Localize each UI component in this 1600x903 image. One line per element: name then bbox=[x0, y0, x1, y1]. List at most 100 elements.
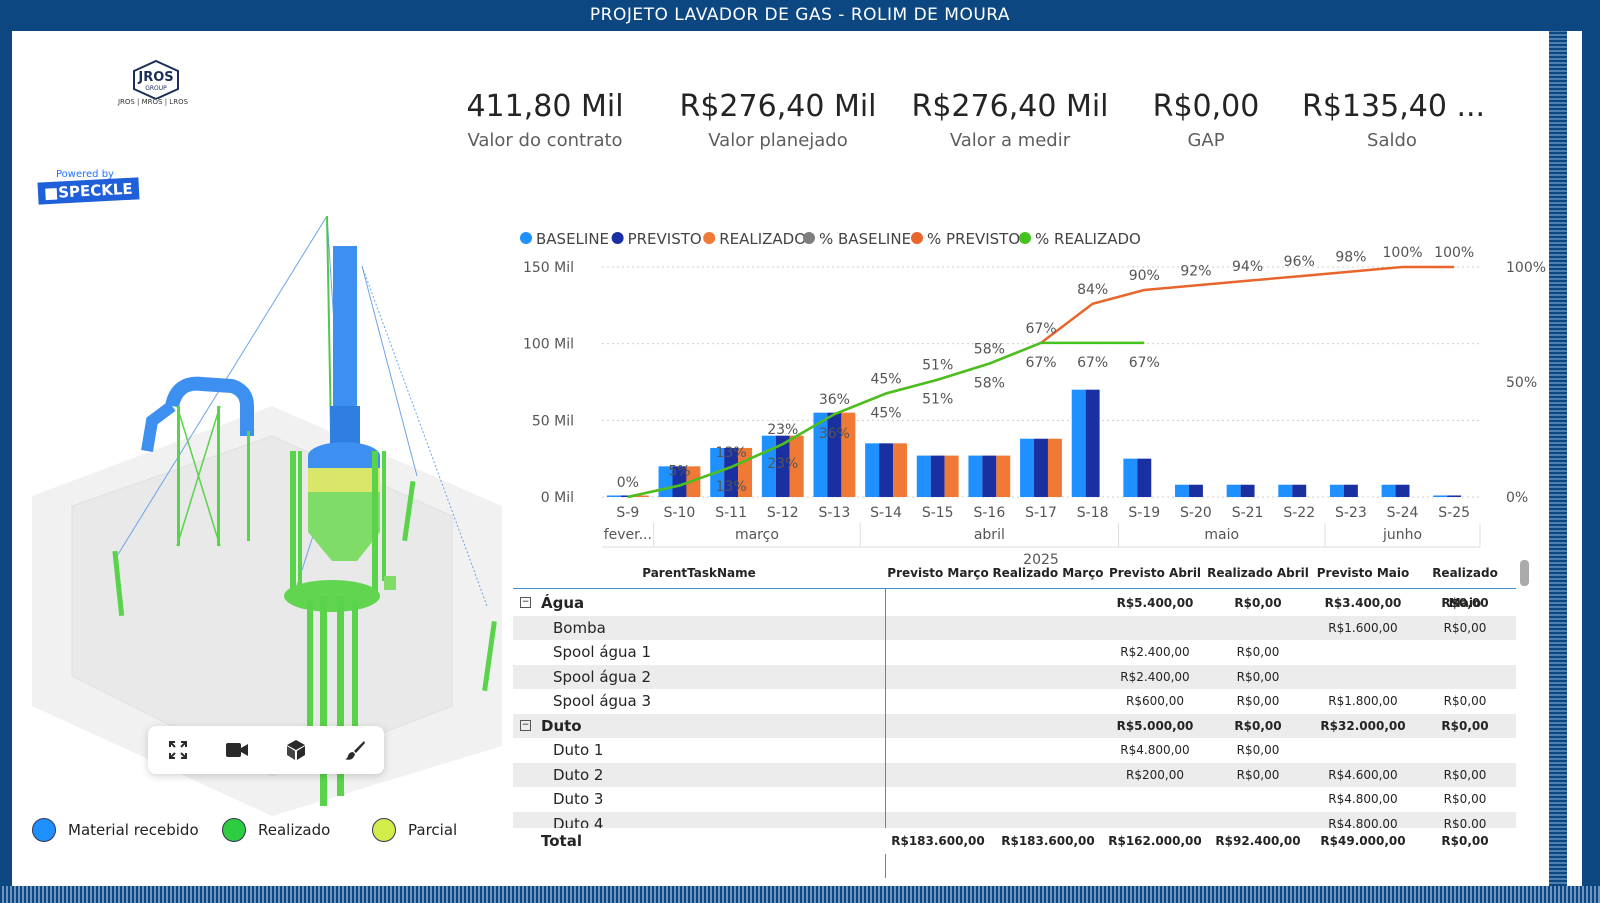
table-row[interactable]: Spool água 3 R$600,00 R$0,00 R$1.800,00 R$0,… bbox=[513, 689, 1516, 713]
model-viewer-3d[interactable] bbox=[32, 206, 512, 816]
table-scrollbar[interactable] bbox=[1520, 560, 1529, 586]
brush-icon[interactable] bbox=[341, 736, 369, 764]
bar bbox=[1343, 484, 1358, 497]
row-label: Duto 1 bbox=[553, 741, 604, 759]
column-header[interactable]: Previsto Março bbox=[887, 566, 989, 580]
bar bbox=[893, 443, 907, 497]
bar bbox=[1020, 438, 1035, 497]
month-label: fever... bbox=[604, 527, 652, 543]
kpi-valor-contrato[interactable]: 411,80 Mil Valor do contrato bbox=[460, 89, 630, 151]
camera-icon[interactable] bbox=[223, 736, 251, 764]
x-tick-label: S-15 bbox=[922, 505, 954, 521]
kpi-valor-planejado[interactable]: R$276,40 Mil Valor planejado bbox=[678, 89, 878, 151]
month-label: maio bbox=[1204, 527, 1239, 543]
data-label: 5% bbox=[668, 464, 690, 480]
column-header[interactable]: Previsto Abril bbox=[1108, 566, 1202, 580]
table-cell: R$4.600,00 bbox=[1328, 767, 1398, 782]
data-label: 67% bbox=[1077, 355, 1108, 371]
bar bbox=[930, 455, 945, 497]
data-label: 100% bbox=[1383, 245, 1423, 261]
bar bbox=[968, 455, 983, 497]
table-row[interactable]: Bomba R$1.600,00 R$0,00 bbox=[513, 615, 1516, 640]
table-cell: R$0,00 bbox=[1236, 694, 1280, 708]
bar bbox=[789, 435, 804, 497]
table-cell: R$0,00 bbox=[1443, 816, 1487, 831]
x-tick-label: S-16 bbox=[973, 505, 1005, 521]
column-header[interactable]: Realizado Abril bbox=[1207, 566, 1309, 580]
kpi-label: Valor planejado bbox=[708, 130, 848, 151]
speckle-badge[interactable]: Powered by ■SPECKLE bbox=[37, 169, 140, 205]
data-label: 13% bbox=[716, 479, 747, 495]
total-cell: R$183.600,00 bbox=[891, 834, 985, 848]
collapse-icon[interactable]: − bbox=[520, 597, 531, 608]
table-group-row[interactable]: − Água R$5.400,00 R$0,00 R$3.400,00 R$0,00 bbox=[513, 591, 1516, 615]
table-cell: R$0,00 bbox=[1443, 767, 1487, 782]
legend-dot-icon bbox=[520, 232, 532, 244]
total-cell: R$0,00 bbox=[1441, 834, 1489, 848]
row-label: Bomba bbox=[553, 618, 606, 637]
kpi-gap[interactable]: R$0,00 GAP bbox=[1146, 89, 1266, 151]
table-cell: R$200,00 bbox=[1126, 767, 1184, 782]
bar bbox=[1226, 484, 1241, 497]
legend-dot-icon bbox=[911, 232, 923, 244]
chart-svg[interactable]: BASELINE PREVISTO REALIZADO % BASELINE % PRE… bbox=[490, 189, 1550, 579]
y2-tick-label: 0% bbox=[1506, 490, 1528, 506]
bar bbox=[606, 495, 621, 497]
table-group-row[interactable]: − Duto R$5.000,00 R$0,00 R$32.000,00 R$0,00 bbox=[513, 713, 1516, 738]
x-tick-label: S-12 bbox=[767, 505, 799, 521]
combo-chart[interactable]: BASELINE PREVISTO REALIZADO % BASELINE % PRE… bbox=[490, 189, 1550, 579]
company-logo: JROS GROUP bbox=[116, 59, 196, 111]
column-header[interactable]: Realizado Maio bbox=[1432, 566, 1498, 610]
data-label: 98% bbox=[1335, 250, 1366, 266]
total-cell: R$162.000,00 bbox=[1108, 834, 1202, 848]
column-header[interactable]: Realizado Março bbox=[992, 566, 1104, 580]
x-tick-label: S-23 bbox=[1335, 505, 1367, 521]
cube-icon[interactable] bbox=[282, 736, 310, 764]
table-cell: R$0,00 bbox=[1236, 743, 1280, 757]
bar bbox=[841, 412, 856, 497]
data-label: 23% bbox=[767, 422, 798, 438]
row-label: Spool água 3 bbox=[553, 692, 652, 710]
page-title: PROJETO LAVADOR DE GAS - ROLIM DE MOURA bbox=[589, 5, 1011, 25]
data-label: 67% bbox=[1025, 321, 1056, 337]
expand-icon[interactable] bbox=[164, 736, 192, 764]
data-label: 92% bbox=[1180, 263, 1211, 279]
kpi-saldo[interactable]: R$135,40 ... Saldo bbox=[1302, 89, 1485, 151]
x-tick-label: S-13 bbox=[819, 505, 851, 521]
svg-text:JROS: JROS bbox=[137, 70, 173, 85]
bar bbox=[1447, 495, 1462, 497]
bar bbox=[1175, 484, 1189, 497]
column-header[interactable]: ParentTaskName bbox=[642, 566, 756, 580]
collapse-icon[interactable]: − bbox=[520, 719, 531, 731]
table-cell: R$32.000,00 bbox=[1320, 718, 1406, 733]
table-row[interactable]: Duto 3 R$4.800,00 R$0,00 bbox=[513, 787, 1516, 811]
table-cell: R$0,00 bbox=[1236, 645, 1280, 659]
data-label: 51% bbox=[922, 392, 953, 408]
bar bbox=[1278, 484, 1293, 497]
data-label: 13% bbox=[716, 445, 747, 461]
data-label: 84% bbox=[1077, 282, 1108, 298]
kpi-valor-a-medir[interactable]: R$276,40 Mil Valor a medir bbox=[910, 89, 1110, 151]
table-row[interactable]: Duto 1 R$4.800,00 R$0,00 bbox=[513, 738, 1516, 762]
table-row[interactable]: Duto 2 R$200,00 R$0,00 R$4.600,00 R$0,00 bbox=[513, 762, 1516, 787]
matrix-table[interactable]: ParentTaskName Previsto Março Realizado … bbox=[513, 558, 1527, 878]
data-label: 96% bbox=[1284, 254, 1315, 270]
table-cell: R$0,00 bbox=[1236, 669, 1280, 684]
column-header[interactable]: Previsto Maio bbox=[1316, 566, 1410, 580]
bar bbox=[1047, 438, 1062, 497]
table-cell: R$2.400,00 bbox=[1120, 669, 1190, 684]
table-cell: R$3.400,00 bbox=[1324, 596, 1402, 610]
row-label: Duto 2 bbox=[553, 765, 604, 784]
bar bbox=[724, 447, 739, 497]
kpi-value: R$276,40 Mil bbox=[911, 89, 1109, 124]
table-cell: R$0,00 bbox=[1443, 694, 1487, 708]
x-tick-label: S-9 bbox=[616, 505, 639, 521]
table-cell: R$5.400,00 bbox=[1116, 596, 1194, 610]
chart-legend-label: % REALIZADO bbox=[1035, 230, 1141, 248]
table-row[interactable]: Spool água 1 R$2.400,00 R$0,00 bbox=[513, 640, 1516, 664]
table-row[interactable]: Spool água 2 R$2.400,00 R$0,00 bbox=[513, 664, 1516, 689]
bar bbox=[634, 495, 649, 497]
data-label: 36% bbox=[819, 392, 850, 408]
bar bbox=[996, 455, 1011, 497]
table-cell: R$4.800,00 bbox=[1120, 743, 1190, 757]
